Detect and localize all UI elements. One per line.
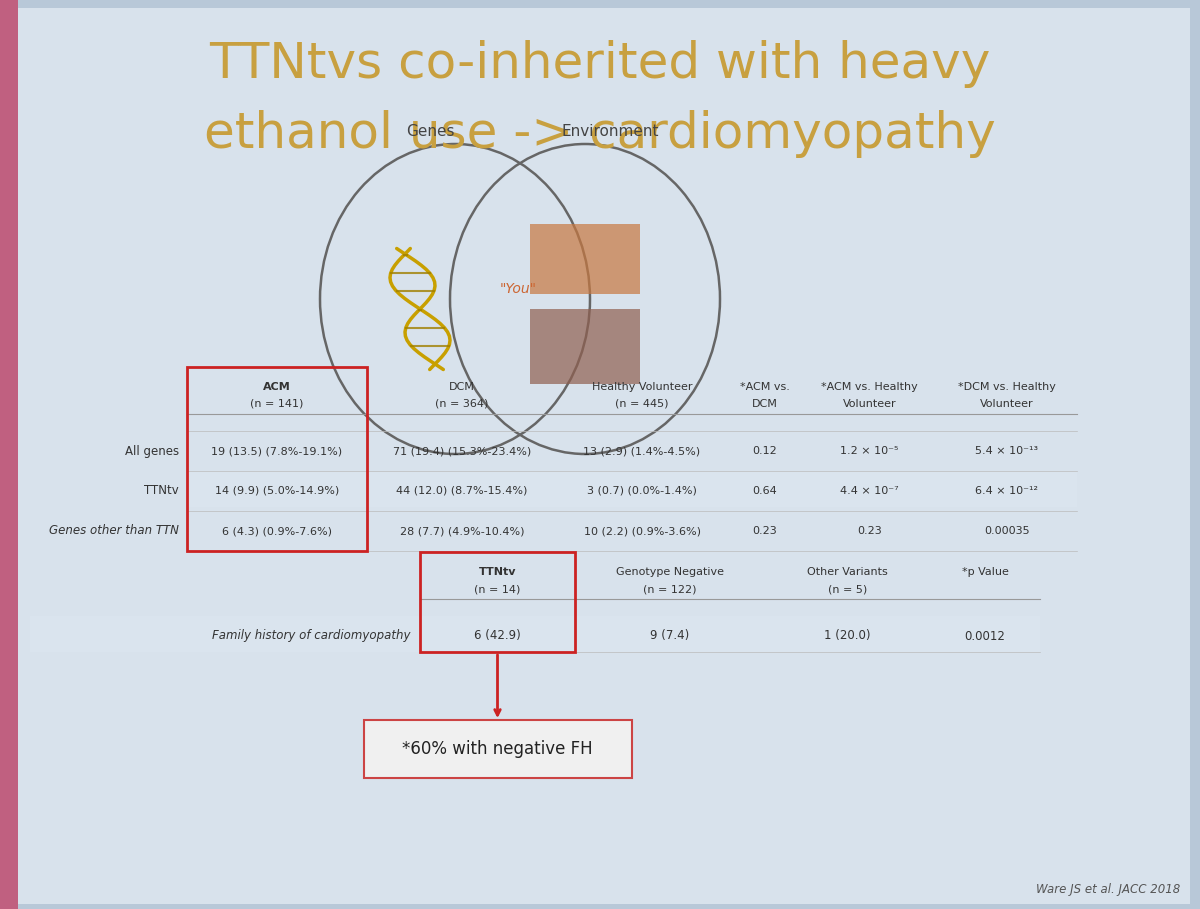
Text: Genes: Genes	[406, 124, 455, 139]
FancyBboxPatch shape	[14, 8, 1190, 904]
Text: *ACM vs. Healthy: *ACM vs. Healthy	[821, 382, 918, 392]
Text: 0.00035: 0.00035	[984, 526, 1030, 536]
Text: DCM: DCM	[449, 382, 475, 392]
Text: (n = 5): (n = 5)	[828, 584, 868, 594]
Text: Genotype Negative: Genotype Negative	[616, 567, 724, 577]
Text: All genes: All genes	[125, 445, 179, 457]
Text: *ACM vs.: *ACM vs.	[739, 382, 790, 392]
Text: 0.23: 0.23	[752, 526, 776, 536]
Text: 1 (20.0): 1 (20.0)	[824, 630, 871, 643]
Text: *DCM vs. Healthy: *DCM vs. Healthy	[958, 382, 1056, 392]
Text: Genes other than TTN: Genes other than TTN	[49, 524, 179, 537]
Text: ACM: ACM	[263, 382, 290, 392]
FancyBboxPatch shape	[364, 720, 631, 778]
Text: (n = 14): (n = 14)	[474, 584, 521, 594]
Text: 4.4 × 10⁻⁷: 4.4 × 10⁻⁷	[840, 486, 899, 496]
Text: 1.2 × 10⁻⁵: 1.2 × 10⁻⁵	[840, 446, 899, 456]
FancyBboxPatch shape	[530, 309, 640, 384]
Text: 10 (2.2) (0.9%-3.6%): 10 (2.2) (0.9%-3.6%)	[583, 526, 701, 536]
Text: DCM: DCM	[751, 399, 778, 409]
Text: 0.23: 0.23	[857, 526, 882, 536]
Text: "You": "You"	[499, 282, 536, 296]
Text: (n = 122): (n = 122)	[643, 584, 697, 594]
Text: (n = 364): (n = 364)	[436, 399, 488, 409]
Text: 6.4 × 10⁻¹²: 6.4 × 10⁻¹²	[976, 486, 1038, 496]
Text: Environment: Environment	[562, 124, 659, 139]
Text: Ware JS et al. JACC 2018: Ware JS et al. JACC 2018	[1036, 883, 1180, 895]
Text: 6 (42.9): 6 (42.9)	[474, 630, 521, 643]
Text: 14 (9.9) (5.0%-14.9%): 14 (9.9) (5.0%-14.9%)	[215, 486, 340, 496]
Text: Healthy Volunteer: Healthy Volunteer	[592, 382, 692, 392]
Text: Family history of cardiomyopathy: Family history of cardiomyopathy	[211, 630, 410, 643]
Text: 44 (12.0) (8.7%-15.4%): 44 (12.0) (8.7%-15.4%)	[396, 486, 528, 496]
Text: ethanol use -> cardiomyopathy: ethanol use -> cardiomyopathy	[204, 110, 996, 158]
Text: 5.4 × 10⁻¹³: 5.4 × 10⁻¹³	[976, 446, 1038, 456]
Text: *p Value: *p Value	[961, 567, 1008, 577]
Text: Volunteer: Volunteer	[980, 399, 1034, 409]
Text: 0.12: 0.12	[752, 446, 776, 456]
Text: 6 (4.3) (0.9%-7.6%): 6 (4.3) (0.9%-7.6%)	[222, 526, 332, 536]
Text: 19 (13.5) (7.8%-19.1%): 19 (13.5) (7.8%-19.1%)	[211, 446, 342, 456]
Text: TTNtv: TTNtv	[479, 567, 516, 577]
Text: TTNtv: TTNtv	[144, 484, 179, 497]
Text: (n = 141): (n = 141)	[251, 399, 304, 409]
Text: 0.64: 0.64	[752, 486, 776, 496]
Text: (n = 445): (n = 445)	[616, 399, 668, 409]
Text: 0.0012: 0.0012	[965, 630, 1006, 643]
FancyBboxPatch shape	[30, 616, 1040, 652]
Text: 71 (19.4) (15.3%-23.4%): 71 (19.4) (15.3%-23.4%)	[392, 446, 532, 456]
Text: 28 (7.7) (4.9%-10.4%): 28 (7.7) (4.9%-10.4%)	[400, 526, 524, 536]
Text: 13 (2.9) (1.4%-4.5%): 13 (2.9) (1.4%-4.5%)	[583, 446, 701, 456]
Text: TTNtvs co-inherited with heavy: TTNtvs co-inherited with heavy	[209, 40, 991, 88]
FancyBboxPatch shape	[187, 471, 1078, 507]
FancyBboxPatch shape	[530, 224, 640, 294]
Text: 9 (7.4): 9 (7.4)	[650, 630, 690, 643]
Text: Volunteer: Volunteer	[842, 399, 896, 409]
Text: *60% with negative FH: *60% with negative FH	[402, 740, 593, 758]
Text: 3 (0.7) (0.0%-1.4%): 3 (0.7) (0.0%-1.4%)	[587, 486, 697, 496]
Text: Other Variants: Other Variants	[808, 567, 888, 577]
FancyBboxPatch shape	[0, 0, 18, 909]
